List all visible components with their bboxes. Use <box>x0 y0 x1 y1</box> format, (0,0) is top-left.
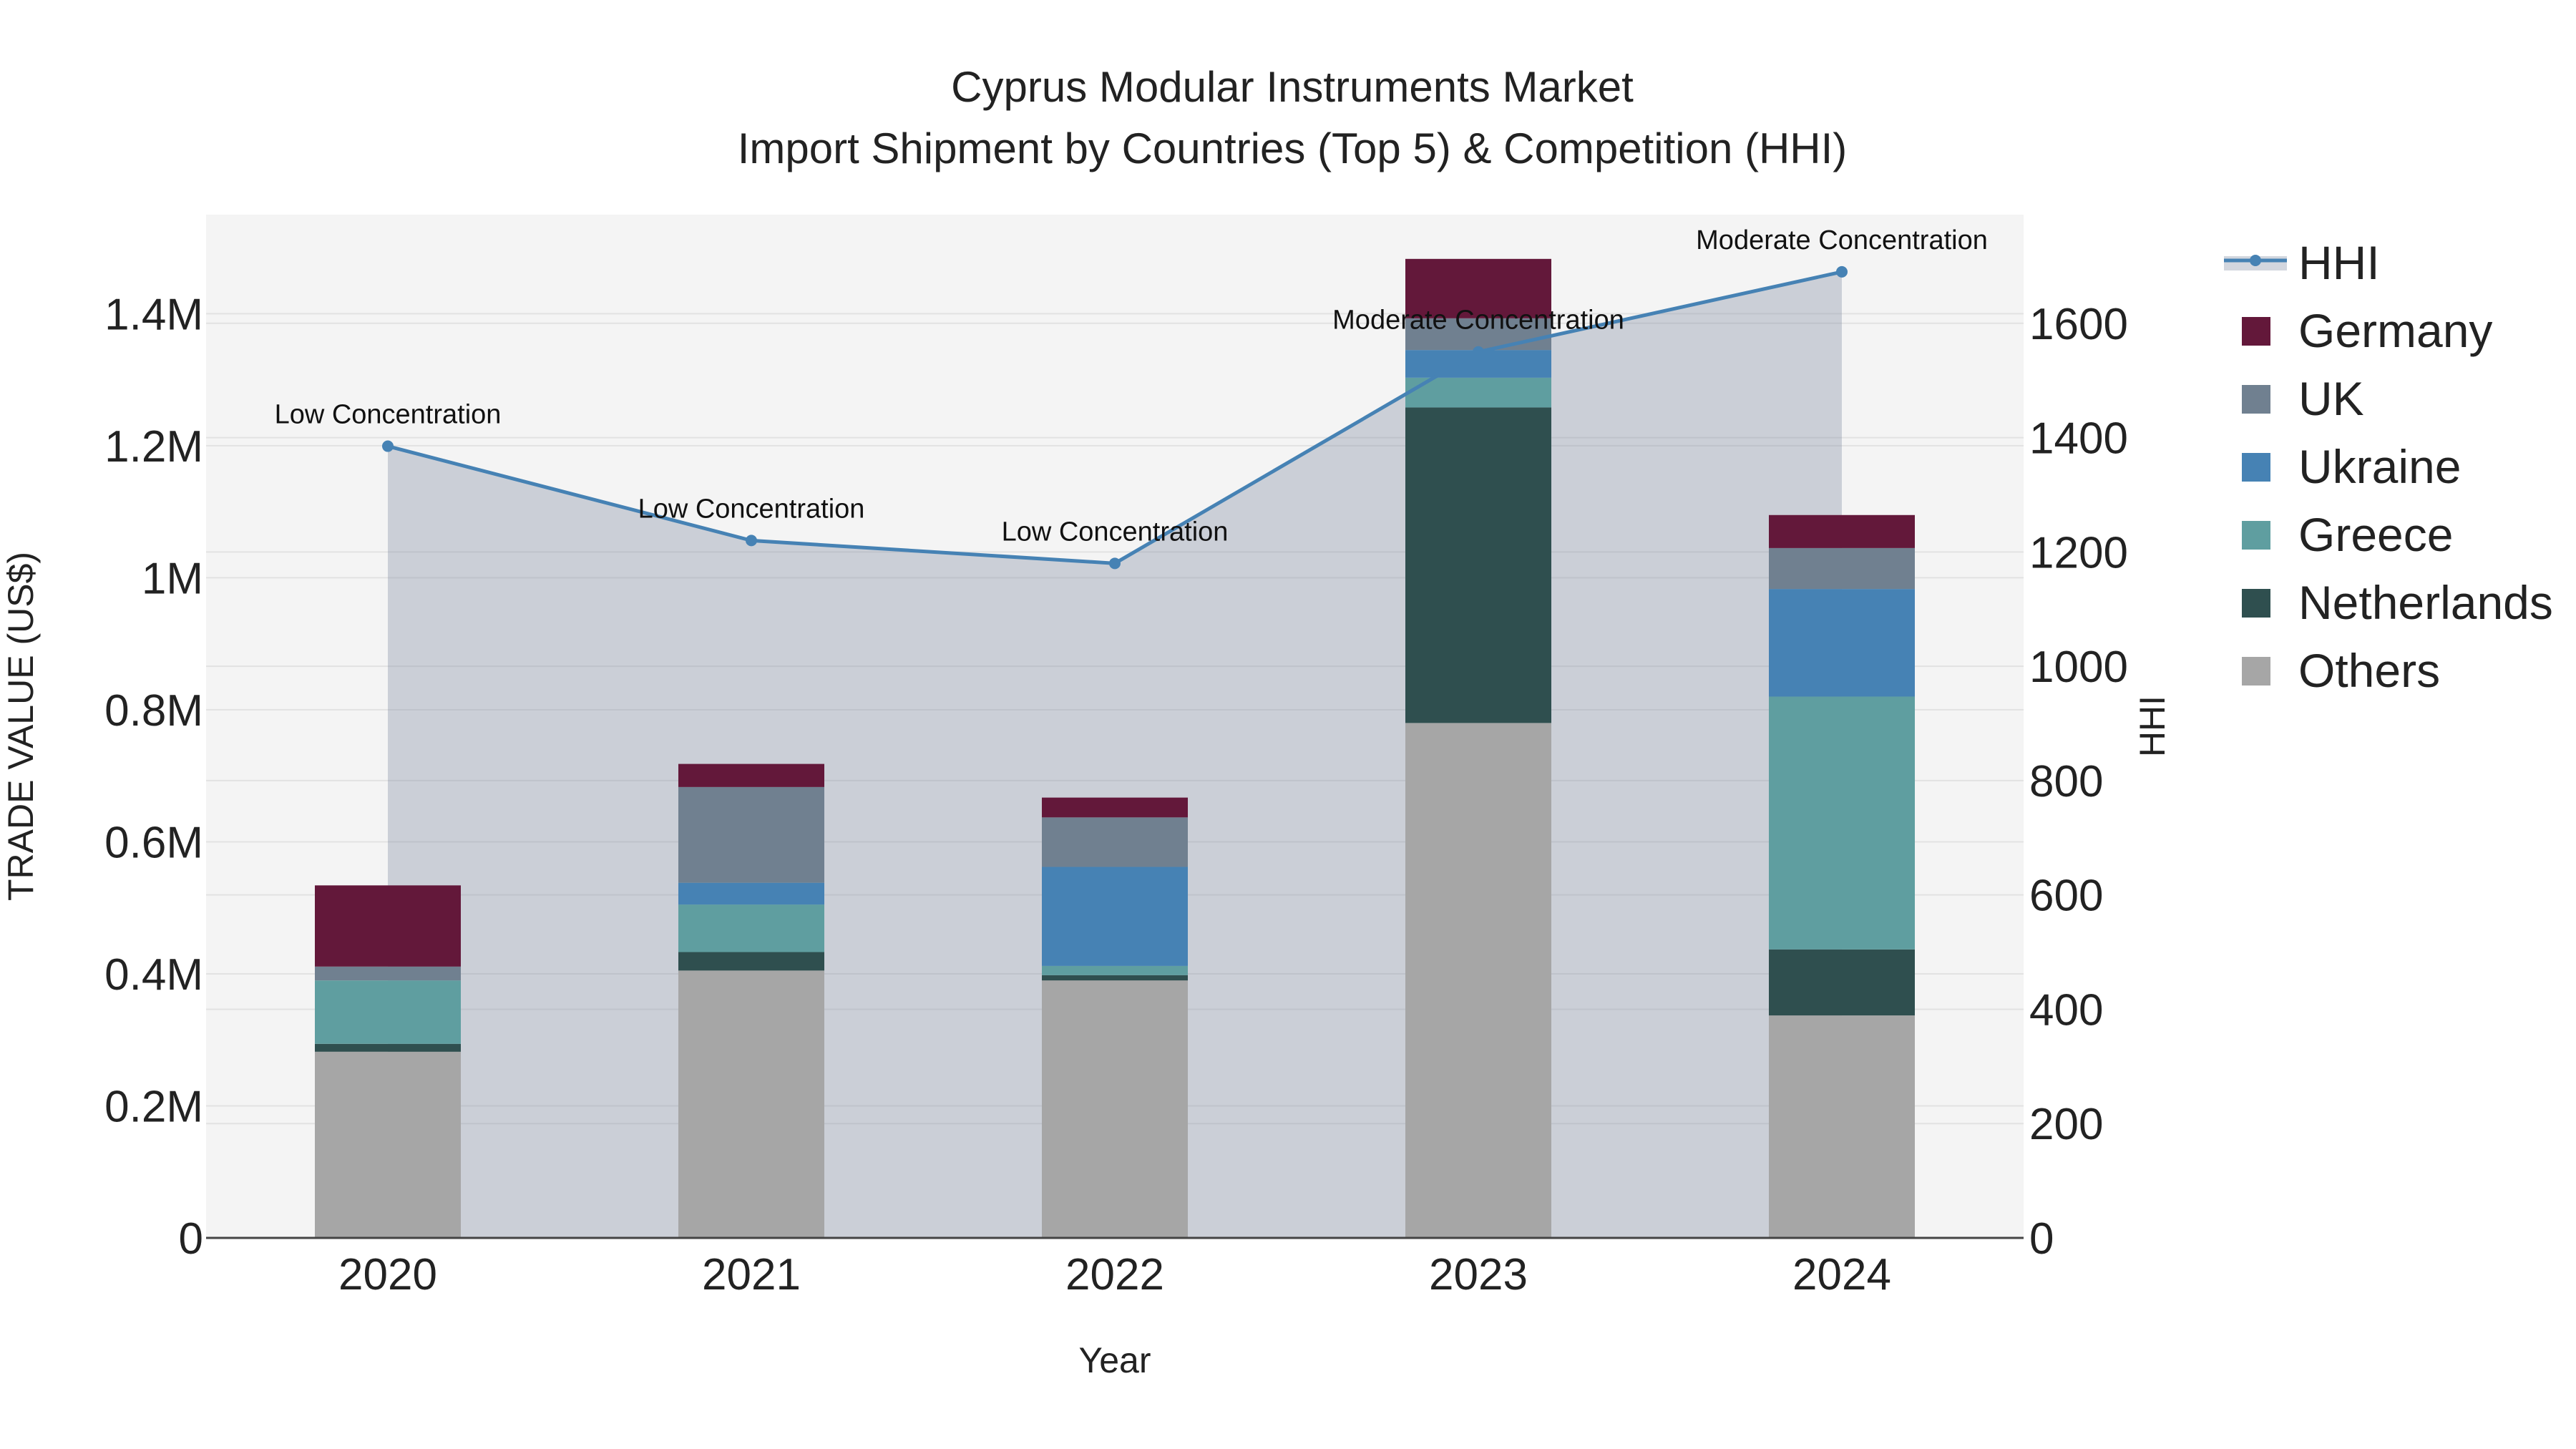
legend-label-greece: Greece <box>2298 508 2453 561</box>
hhi-point-2022 <box>1109 557 1121 570</box>
bar-germany-2024 <box>1769 514 1915 548</box>
bar-uk-2024 <box>1769 547 1915 590</box>
y-tick-label: 1M <box>142 554 203 603</box>
bar-netherlands-2023 <box>1405 407 1551 723</box>
bar-others-2020 <box>315 1051 461 1238</box>
hhi-annotation-2022: Low Concentration <box>1002 517 1229 547</box>
bar-uk-2020 <box>315 966 461 981</box>
y2-tick-label: 200 <box>2029 1100 2103 1149</box>
hhi-line <box>382 265 1848 570</box>
bar-germany-2020 <box>315 885 461 967</box>
bar-others-2021 <box>678 970 824 1238</box>
x-tick-label: 2020 <box>338 1250 437 1299</box>
legend-swatch-germany <box>2242 317 2270 346</box>
y-tick-label: 1.2M <box>104 422 203 472</box>
y2-tick-label: 1200 <box>2029 528 2128 577</box>
legend-label-germany: Germany <box>2298 304 2492 357</box>
hhi-point-2020 <box>382 440 394 452</box>
legend-label-uk: UK <box>2298 372 2364 425</box>
hhi-annotations: Low Concentration Low Concentration Low Co… <box>275 225 1988 547</box>
y-tick-label: 0.8M <box>104 686 203 736</box>
bar-netherlands-2020 <box>315 1043 461 1052</box>
y2-tick-label: 1000 <box>2029 643 2128 692</box>
chart-subtitle: Import Shipment by Countries (Top 5) & C… <box>738 125 1848 172</box>
legend-swatch-greece <box>2242 521 2270 550</box>
legend-swatch-netherlands <box>2242 589 2270 618</box>
bar-germany-2022 <box>1042 797 1188 818</box>
bar-greece-2020 <box>315 980 461 1044</box>
bar-ukraine-2022 <box>1042 867 1188 966</box>
y2-axis-label: HHI <box>2132 696 2172 757</box>
y-tick-label: 0.6M <box>104 818 203 867</box>
legend-label-netherlands: Netherlands <box>2298 576 2553 629</box>
legend-swatch-others <box>2242 657 2270 686</box>
x-axis-label: Year <box>1078 1340 1151 1380</box>
legend: HHI Germany UK Ukraine Greece Netherlands Othe… <box>2224 236 2553 697</box>
y-axis-label: TRADE VALUE (US$) <box>1 552 41 901</box>
hhi-point-2021 <box>746 535 757 547</box>
bar-others-2023 <box>1405 723 1551 1238</box>
y2-tick-label: 0 <box>2029 1214 2054 1264</box>
bar-germany-2021 <box>678 763 824 787</box>
bar-uk-2023 <box>1405 318 1551 351</box>
bar-germany-2023 <box>1405 258 1551 318</box>
x-tick-label: 2024 <box>1792 1250 1891 1299</box>
y2-tick-label: 1600 <box>2029 300 2128 349</box>
bar-ukraine-2024 <box>1769 589 1915 697</box>
y-tick-label: 1.4M <box>104 290 203 339</box>
bar-netherlands-2022 <box>1042 975 1188 981</box>
x-tick-label: 2021 <box>702 1250 801 1299</box>
legend-swatch-ukraine <box>2242 453 2270 482</box>
bar-greece-2024 <box>1769 696 1915 950</box>
hhi-point-2023 <box>1473 346 1484 358</box>
y2-tick-label: 1400 <box>2029 414 2128 464</box>
y2-tick-label: 800 <box>2029 757 2103 806</box>
chart-title: Cyprus Modular Instruments Market <box>951 63 1634 111</box>
bar-uk-2021 <box>678 786 824 883</box>
bar-netherlands-2024 <box>1769 949 1915 1016</box>
y2-axis-ticks: 0 200 400 600 800 1000 1200 1400 1600 <box>2029 300 2128 1264</box>
legend-label-ukraine: Ukraine <box>2298 440 2461 493</box>
y-tick-label: 0 <box>179 1214 203 1264</box>
y-axis-ticks: 0 0.2M 0.4M 0.6M 0.8M 1M 1.2M 1.4M <box>104 290 203 1264</box>
legend-swatch-uk <box>2242 385 2270 414</box>
bar-greece-2022 <box>1042 965 1188 975</box>
bar-uk-2022 <box>1042 817 1188 867</box>
bar-others-2024 <box>1769 1015 1915 1238</box>
y-tick-label: 0.2M <box>104 1082 203 1131</box>
x-axis-ticks: 2020 2021 2022 2023 2024 <box>338 1250 1891 1299</box>
hhi-annotation-2021: Low Concentration <box>638 494 865 524</box>
x-tick-label: 2023 <box>1429 1250 1528 1299</box>
y2-tick-label: 600 <box>2029 872 2103 921</box>
hhi-annotation-2020: Low Concentration <box>275 400 502 430</box>
bar-greece-2023 <box>1405 377 1551 408</box>
legend-swatch-hhi-marker <box>2250 255 2261 266</box>
legend-label-hhi: HHI <box>2298 236 2380 289</box>
hhi-annotation-2024: Moderate Concentration <box>1696 225 1988 255</box>
bar-greece-2021 <box>678 904 824 952</box>
y2-tick-label: 400 <box>2029 985 2103 1035</box>
bar-others-2022 <box>1042 980 1188 1238</box>
hhi-annotation-2023: Moderate Concentration <box>1332 306 1624 336</box>
bars <box>315 258 1915 1238</box>
bar-netherlands-2021 <box>678 952 824 971</box>
legend-label-others: Others <box>2298 644 2440 697</box>
x-tick-label: 2022 <box>1065 1250 1164 1299</box>
bar-ukraine-2021 <box>678 882 824 905</box>
hhi-point-2024 <box>1836 265 1848 278</box>
y-tick-label: 0.4M <box>104 950 203 1000</box>
